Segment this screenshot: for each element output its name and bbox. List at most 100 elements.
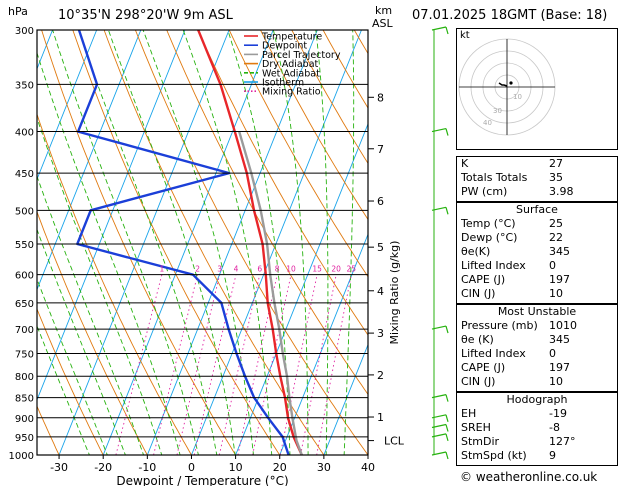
mixing-ratio-label: 20 — [331, 265, 341, 274]
pressure-tick-label: 500 — [15, 206, 34, 217]
mixing-ratio-label: 6 — [257, 265, 262, 274]
mixing-ratio-label: 4 — [234, 265, 239, 274]
mu-row-thetae: θe (K) 345 — [461, 333, 570, 346]
mixing-ratio-label: 3 — [217, 265, 222, 274]
dry-adiabat-line — [291, 30, 368, 165]
wind-barb-flag — [445, 424, 449, 432]
wet-adiabat-line — [37, 277, 108, 455]
wet-adiabat-line — [142, 30, 254, 455]
mu-row-cin: CIN (J) 10 — [461, 375, 563, 388]
pressure-tick-label: 600 — [15, 271, 34, 282]
mixing-ratio-axis-title: Mixing Ratio (g/kg) — [388, 241, 401, 345]
wind-barb-flag — [445, 451, 449, 460]
dry-adiabat-line — [37, 210, 148, 455]
dry-adiabat-line — [228, 30, 368, 278]
mixing-ratio-line — [153, 274, 199, 455]
pressure-tick-label: 300 — [15, 26, 34, 37]
legend-label-dewpoint: Dewpoint — [262, 41, 307, 52]
isotherm-line — [37, 30, 142, 291]
wet-adiabat-line — [37, 51, 181, 455]
temperature-tick-label: 10 — [229, 461, 243, 474]
temperature-tick-label: -10 — [138, 461, 156, 474]
wind-barb-flag — [445, 433, 449, 442]
wet-adiabat-line — [52, 30, 199, 455]
mixing-ratio-label: 8 — [275, 265, 280, 274]
mixing-ratio-label: 2 — [195, 265, 200, 274]
index-row-k: K 27 — [461, 157, 563, 170]
temperature-tick-label: -20 — [94, 461, 112, 474]
most-unstable-table: Most Unstable Pressure (mb) 1010 θe (K) 34… — [456, 304, 618, 392]
pressure-tick-label: 750 — [15, 349, 34, 360]
pressure-tick-label: 850 — [15, 394, 34, 405]
hodograph-kt-label: kt — [460, 30, 470, 41]
lcl-label: LCL — [384, 435, 405, 448]
storm-motion-marker — [509, 81, 513, 85]
copyright-text: © weatheronline.co.uk — [460, 470, 598, 484]
temperature-tick-label: 0 — [188, 461, 195, 474]
wind-barb-flag — [445, 394, 449, 402]
wind-barb-flag — [445, 26, 449, 35]
isotherm-line — [323, 343, 368, 455]
mu-row-pressure: Pressure (mb) 1010 — [461, 319, 577, 332]
index-row-pw: PW (cm) 3.98 — [461, 185, 574, 198]
surface-row-dewp: Dewp (°C) 22 — [461, 231, 563, 244]
km-tick-label: 2 — [377, 369, 384, 382]
pressure-tick-label: 950 — [15, 433, 34, 444]
hodograph-ring-label: 30 — [493, 107, 502, 115]
wind-barb — [431, 26, 447, 31]
hodo-row-stmdir: StmDir 127° — [461, 435, 576, 448]
pressure-tick-label: 900 — [15, 414, 34, 425]
mixing-ratio-label: 25 — [347, 265, 357, 274]
dry-adiabat-line — [37, 307, 104, 455]
wet-adiabat-line — [78, 30, 218, 455]
pressure-tick-label: 450 — [15, 169, 34, 180]
isotherm-line — [279, 233, 368, 455]
pressure-tick-label: 550 — [15, 240, 34, 251]
location-title: 10°35'N 298°20'W 9m ASL — [58, 8, 233, 23]
wet-adiabat-line — [343, 30, 355, 455]
temperature-tick-label: 20 — [273, 461, 287, 474]
datetime-title: 07.01.2025 18GMT (Base: 18) — [412, 8, 608, 23]
mixing-ratio-line — [300, 274, 337, 455]
dry-adiabat-line — [259, 30, 368, 221]
hodograph-ring-label: 10 — [513, 93, 522, 101]
dry-adiabat-line — [37, 112, 193, 455]
surface-row-temp: Temp (°C) 25 — [461, 217, 563, 230]
hodograph-panel: kt 10 30 40 — [456, 28, 618, 150]
mixing-ratio-label: 10 — [286, 265, 296, 274]
asl-unit: ASL — [372, 17, 393, 30]
legend-label-dry-adiabat: Dry Adiabat — [262, 59, 319, 70]
wind-barb-flag — [445, 128, 449, 136]
dry-adiabat-line — [72, 30, 281, 455]
wet-adiabat-line — [37, 324, 90, 455]
km-tick-label: 7 — [377, 143, 384, 156]
legend-label-wet-adiabat: Wet Adiabat — [262, 68, 320, 79]
hodo-row-sreh: SREH -8 — [461, 421, 560, 434]
indices-table: K 27 Totals Totals 35 PW (cm) 3.98 — [456, 156, 618, 202]
dry-adiabat-line — [166, 30, 368, 396]
wind-barb-flag — [445, 325, 449, 334]
surface-row-cin: CIN (J) 10 — [461, 287, 563, 300]
wet-adiabat-line — [272, 30, 309, 455]
km-unit: km — [375, 4, 393, 17]
pressure-tick-label: 700 — [15, 325, 34, 336]
temperature-tick-label: -30 — [50, 461, 68, 474]
surface-row-cape: CAPE (J) 197 — [461, 273, 570, 286]
wind-barb-flag — [445, 414, 449, 422]
isotherm-line — [146, 30, 318, 455]
hodo-row-eh: EH -19 — [461, 407, 567, 420]
pressure-axis-unit: hPa — [8, 5, 28, 18]
hodo-row-stmspd: StmSpd (kt) 9 — [461, 449, 556, 462]
surface-row-thetae: θe(K) 345 — [461, 245, 570, 258]
dry-adiabat-line — [134, 30, 368, 455]
pressure-tick-label: 350 — [15, 80, 34, 91]
surface-table: Surface Temp (°C) 25 Dewp (°C) 22 θe(K) 345… — [456, 202, 618, 304]
pressure-tick-label: 800 — [15, 372, 34, 383]
km-tick-label: 3 — [377, 327, 384, 340]
plot-frame — [36, 29, 369, 456]
wet-adiabat-line — [37, 228, 126, 455]
mu-row-cape: CAPE (J) 197 — [461, 361, 570, 374]
